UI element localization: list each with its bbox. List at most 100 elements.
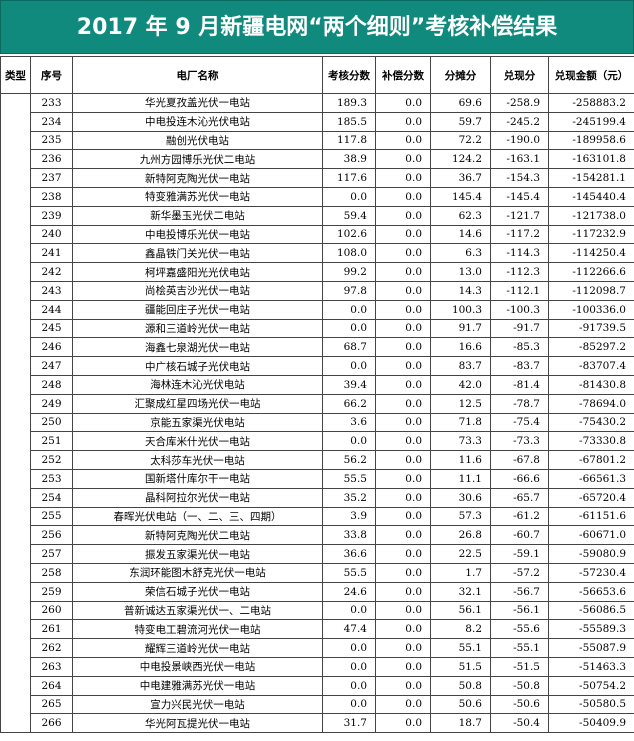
value-cell: 3.9	[322, 506, 376, 527]
index-cell: 264	[30, 675, 73, 696]
value-cell: 39.4	[322, 374, 376, 395]
value-cell: -81.4	[490, 374, 549, 395]
value-cell: -85.3	[490, 337, 549, 358]
value-cell: -258.9	[490, 93, 549, 113]
value-cell: 31.7	[322, 713, 376, 734]
table-row: 264 中电建雅满苏光伏一电站 0.0 0.0 50.8 -50.8 -50754.2	[1, 675, 634, 696]
value-cell: -56.7	[490, 581, 549, 602]
value-cell: 11.6	[430, 450, 491, 470]
column-header: 补偿分数	[375, 56, 431, 94]
plant-name-cell: 海鑫七泉湖光伏一电站	[72, 337, 323, 358]
value-cell: 0.0	[375, 93, 431, 113]
value-cell: 0.0	[375, 299, 431, 320]
value-cell: -154281.1	[548, 168, 634, 188]
plant-name-cell: 太科莎车光伏一电站	[72, 450, 323, 470]
header-row: 类型 序号 电厂名称 考核分数 补偿分数 分摊分 兑现分 兑现金额（元）	[0, 56, 634, 94]
result-table: 类型 序号 电厂名称 考核分数 补偿分数 分摊分 兑现分 兑现金额（元） 233 华光夏孜盖光伏…	[0, 56, 634, 734]
value-cell: 0.0	[322, 675, 376, 696]
value-cell: 33.8	[322, 525, 376, 546]
value-cell: 50.8	[430, 675, 491, 696]
value-cell: -91.7	[490, 318, 549, 339]
value-cell: -154.3	[490, 168, 549, 188]
value-cell: -163.1	[490, 149, 549, 170]
plant-name-cell: 振发五家渠光伏一电站	[72, 544, 323, 564]
value-cell: 0.0	[375, 600, 431, 621]
index-cell: 258	[30, 562, 73, 583]
table-row: 239 新华墨玉光伏二电站 59.4 0.0 62.3 -121.7 -121738.0	[1, 205, 634, 226]
table-row: 238 特变雅满苏光伏一电站 0.0 0.0 145.4 -145.4 -145440.4	[1, 186, 634, 207]
value-cell: 0.0	[375, 111, 431, 132]
plant-name-cell: 东润环能图木舒克光伏一电站	[72, 562, 323, 583]
value-cell: 0.0	[375, 431, 431, 452]
plant-name-cell: 柯坪嘉盛阳光光伏电站	[72, 262, 323, 282]
plant-name-cell: 普新诚达五家渠光伏一、二电站	[72, 600, 323, 621]
index-cell: 253	[30, 468, 73, 489]
value-cell: -121.7	[490, 205, 549, 226]
value-cell: 0.0	[375, 149, 431, 170]
index-cell: 243	[30, 280, 73, 301]
value-cell: 36.6	[322, 544, 376, 564]
value-cell: -51.5	[490, 656, 549, 677]
column-header: 考核分数	[322, 56, 376, 94]
index-cell: 259	[30, 581, 73, 602]
value-cell: 13.0	[430, 262, 491, 282]
value-cell: -145.4	[490, 186, 549, 207]
value-cell: 0.0	[322, 318, 376, 339]
plant-name-cell: 九州方园博乐光伏二电站	[72, 149, 323, 170]
value-cell: 0.0	[375, 506, 431, 527]
table-row: 240 中电投博乐光伏一电站 102.6 0.0 14.6 -117.2 -117232.9	[1, 224, 634, 245]
value-cell: -55087.9	[548, 638, 634, 658]
table-row: 262 耀辉三道岭光伏一电站 0.0 0.0 55.1 -55.1 -55087.9	[1, 638, 634, 658]
table-row: 247 中广核石城子光伏电站 0.0 0.0 83.7 -83.7 -83707.4	[1, 356, 634, 376]
value-cell: -56.1	[490, 600, 549, 621]
value-cell: 0.0	[375, 280, 431, 301]
value-cell: 0.0	[375, 544, 431, 564]
index-cell: 239	[30, 205, 73, 226]
table-row: 258 东润环能图木舒克光伏一电站 55.5 0.0 1.7 -57.2 -57230.4	[1, 562, 634, 583]
plant-name-cell: 晶科阿拉尔光伏一电站	[72, 487, 323, 508]
value-cell: -114250.4	[548, 243, 634, 264]
value-cell: 0.0	[375, 525, 431, 546]
value-cell: -112266.6	[548, 262, 634, 282]
value-cell: -67.8	[490, 450, 549, 470]
value-cell: 26.8	[430, 525, 491, 546]
index-cell: 245	[30, 318, 73, 339]
index-cell: 244	[30, 299, 73, 320]
value-cell: 14.3	[430, 280, 491, 301]
value-cell: -61151.6	[548, 506, 634, 527]
value-cell: 99.2	[322, 262, 376, 282]
value-cell: 0.0	[322, 638, 376, 658]
value-cell: 0.0	[322, 694, 376, 715]
value-cell: 6.3	[430, 243, 491, 264]
plant-name-cell: 汇聚成红星四场光伏一电站	[72, 393, 323, 414]
value-cell: 47.4	[322, 619, 376, 640]
column-header: 兑现金额（元）	[548, 56, 634, 94]
value-cell: -59.1	[490, 544, 549, 564]
value-cell: -114.3	[490, 243, 549, 264]
index-cell: 254	[30, 487, 73, 508]
value-cell: -55589.3	[548, 619, 634, 640]
table-row: 244 疆能回庄子光伏一电站 0.0 0.0 100.3 -100.3 -100336.0	[1, 299, 634, 320]
value-cell: 0.0	[322, 356, 376, 376]
plant-name-cell: 宣力兴民光伏一电站	[72, 694, 323, 715]
value-cell: 56.1	[430, 600, 491, 621]
value-cell: -117232.9	[548, 224, 634, 245]
value-cell: -75430.2	[548, 412, 634, 433]
value-cell: -57230.4	[548, 562, 634, 583]
value-cell: -100.3	[490, 299, 549, 320]
plant-name-cell: 中电投景峡西光伏一电站	[72, 656, 323, 677]
plant-name-cell: 荣信石城子光伏一电站	[72, 581, 323, 602]
index-cell: 256	[30, 525, 73, 546]
value-cell: 0.0	[375, 675, 431, 696]
value-cell: 0.0	[322, 656, 376, 677]
value-cell: 11.1	[430, 468, 491, 489]
value-cell: 14.6	[430, 224, 491, 245]
value-cell: -55.1	[490, 638, 549, 658]
table-row: 236 九州方园博乐光伏二电站 38.9 0.0 124.2 -163.1 -163101.…	[1, 149, 634, 170]
value-cell: 0.0	[375, 713, 431, 734]
column-header: 分摊分	[430, 56, 491, 94]
table-row: 261 特变电工碧流河光伏一电站 47.4 0.0 8.2 -55.6 -55589.3	[1, 619, 634, 640]
value-cell: 42.0	[430, 374, 491, 395]
value-cell: -258883.2	[548, 93, 634, 113]
value-cell: 35.2	[322, 487, 376, 508]
